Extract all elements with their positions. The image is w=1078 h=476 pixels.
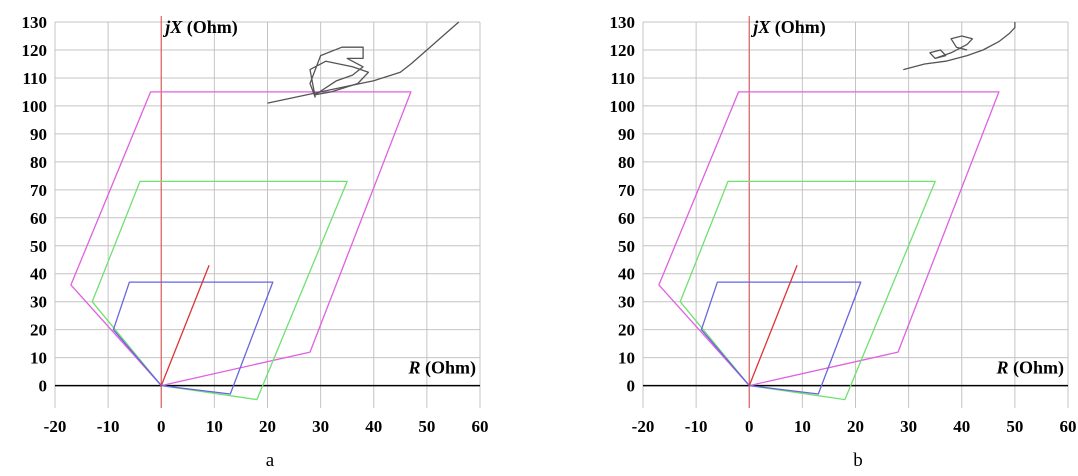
y-tick-label: 60 xyxy=(30,209,47,228)
series-line-4 xyxy=(267,21,460,104)
panel-caption: a xyxy=(266,450,275,471)
panel-caption: b xyxy=(853,450,863,471)
y-tick-label: 110 xyxy=(610,69,635,88)
x-tick-label: 50 xyxy=(418,417,435,436)
x-axis-label: R (Ohm) xyxy=(407,358,476,379)
x-tick-label: 40 xyxy=(365,417,382,436)
y-axis-label: jX (Ohm) xyxy=(750,17,826,38)
series-line-5 xyxy=(309,46,370,98)
x-tick-label: 0 xyxy=(745,417,754,436)
x-tick-label: -20 xyxy=(632,417,655,436)
x-tick-label: 30 xyxy=(312,417,329,436)
y-tick-label: 30 xyxy=(618,293,635,312)
y-tick-label: 20 xyxy=(618,321,635,340)
y-tick-label: 110 xyxy=(22,69,47,88)
y-tick-label: 40 xyxy=(618,265,635,284)
y-tick-label: 80 xyxy=(618,153,635,172)
x-tick-label: 0 xyxy=(157,417,166,436)
y-tick-label: 70 xyxy=(618,181,635,200)
y-tick-label: 50 xyxy=(618,237,635,256)
chart-panel-b: 0 10 20 30 40 50 60 70 80 90 100 110 120 130 -20 -10 0 10… xyxy=(610,13,1077,471)
x-tick-label: 60 xyxy=(1060,417,1077,436)
series-line-5 xyxy=(929,35,974,60)
y-tick-label: 90 xyxy=(30,125,47,144)
y-tick-label: 80 xyxy=(30,153,47,172)
y-tick-label: 0 xyxy=(39,377,48,396)
series-line-2 xyxy=(112,281,274,395)
series-line-3 xyxy=(748,265,798,386)
y-tick-label: 10 xyxy=(618,349,635,368)
y-tick-label: 130 xyxy=(610,13,636,32)
x-tick-label: 30 xyxy=(900,417,917,436)
series-line-2 xyxy=(700,281,862,395)
series-line-3 xyxy=(160,265,210,386)
x-tick-label: 10 xyxy=(206,417,223,436)
y-tick-label: 130 xyxy=(22,13,48,32)
x-tick-label: -20 xyxy=(44,417,67,436)
x-tick-label: -10 xyxy=(97,417,120,436)
y-tick-label: 10 xyxy=(30,349,47,368)
y-tick-label: 100 xyxy=(610,97,636,116)
x-tick-label: 10 xyxy=(794,417,811,436)
x-tick-label: 50 xyxy=(1006,417,1023,436)
chart-panel-a: 0 10 20 30 40 50 60 70 80 90 100 110 120 130 -20 -10 0 10… xyxy=(22,13,489,471)
y-tick-label: 90 xyxy=(618,125,635,144)
y-tick-label: 100 xyxy=(22,97,48,116)
y-tick-label: 40 xyxy=(30,265,47,284)
x-tick-label: 20 xyxy=(847,417,864,436)
x-tick-label: -10 xyxy=(685,417,708,436)
x-tick-label: 40 xyxy=(953,417,970,436)
x-axis-label: R (Ohm) xyxy=(995,358,1064,379)
y-tick-label: 120 xyxy=(610,41,636,60)
y-tick-label: 50 xyxy=(30,237,47,256)
series-line-4 xyxy=(903,22,1016,71)
y-tick-label: 30 xyxy=(30,293,47,312)
y-tick-label: 20 xyxy=(30,321,47,340)
y-axis-label: jX (Ohm) xyxy=(162,17,238,38)
x-tick-label: 60 xyxy=(472,417,489,436)
x-tick-label: 20 xyxy=(259,417,276,436)
y-tick-label: 120 xyxy=(22,41,48,60)
y-tick-label: 60 xyxy=(618,209,635,228)
y-tick-label: 70 xyxy=(30,181,47,200)
y-tick-label: 0 xyxy=(627,377,636,396)
